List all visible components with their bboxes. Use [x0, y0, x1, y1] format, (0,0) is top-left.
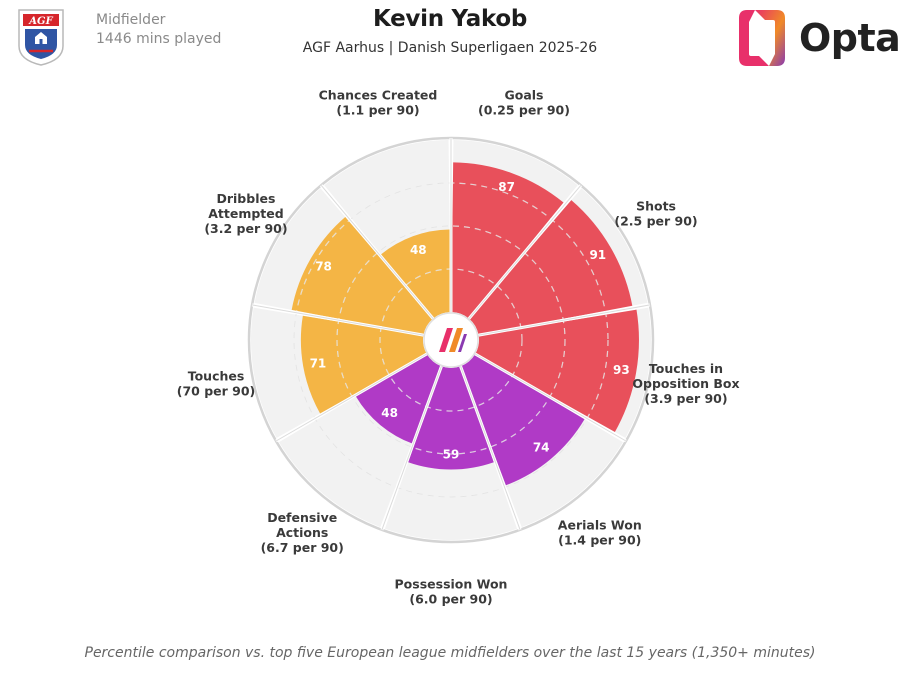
divider-line-inner [468, 184, 582, 319]
center-mark-stroke [458, 334, 467, 352]
value-label: 91 [589, 248, 606, 262]
axis-label-line: (3.9 per 90) [644, 391, 727, 406]
divider-line-inner [275, 353, 428, 442]
divider-line-inner [320, 184, 434, 319]
wedge-attacking [469, 200, 633, 335]
value-label: 48 [410, 243, 427, 257]
chart-axis-labels: Goals (0.25 per 90) Shots (2.5 per 90) Touch… [177, 88, 740, 607]
axis-label-line: Attempted [208, 206, 283, 221]
axis-label: Touches in Opposition Box (3.9 per 90) [632, 361, 739, 406]
footnote: Percentile comparison vs. top five Europ… [84, 645, 816, 661]
axis-label: Touches (70 per 90) [177, 368, 256, 398]
axis-label-line: (0.25 per 90) [478, 103, 570, 118]
axis-label-line: Opposition Box [632, 376, 739, 391]
divider-line-inner [474, 353, 627, 442]
value-label: 78 [315, 259, 332, 273]
axis-label-line: (1.4 per 90) [558, 533, 641, 548]
wedge-defending [460, 354, 585, 486]
value-label: 87 [498, 180, 515, 194]
crest-text: AGF [28, 16, 53, 27]
wedge-attacking [475, 309, 639, 432]
axis-label-line: Chances Created [319, 88, 438, 103]
chart-wedges [250, 140, 652, 541]
axis-label-line: (6.7 per 90) [261, 540, 344, 555]
axis-label: Aerials Won (1.4 per 90) [558, 518, 642, 548]
center-circle [423, 312, 479, 368]
axis-label: Goals (0.25 per 90) [478, 88, 570, 118]
value-label: 59 [443, 447, 460, 461]
axis-label-line: Aerials Won [558, 518, 642, 533]
player-position: Midfielder [96, 12, 166, 28]
page-title: Kevin Yakob [373, 6, 527, 32]
title-block: Kevin Yakob AGF Aarhus | Danish Superlig… [0, 6, 900, 56]
axis-label-line: Possession Won [395, 577, 508, 592]
wedge-possession [291, 217, 433, 335]
center-logo [423, 312, 479, 368]
chart-dividers [251, 138, 651, 531]
divider-line-inner [478, 304, 651, 336]
center-mark-stroke [449, 328, 463, 352]
axis-label-line: Goals [504, 88, 543, 103]
axis-label-line: Shots [636, 199, 676, 214]
opta-wordmark: Opta [799, 16, 900, 60]
axis-label-line: (3.2 per 90) [204, 221, 287, 236]
opta-logo: Opta [735, 8, 900, 68]
minutes-played: 1446 mins played [96, 31, 222, 47]
axis-label-line: (1.1 per 90) [336, 103, 419, 118]
divider-line-inner [381, 366, 442, 530]
header-left: AGF Midfielder 1446 mins played [16, 8, 221, 66]
axis-label: Shots (2.5 per 90) [614, 199, 697, 229]
reference-ring [336, 225, 566, 455]
wedge-possession [380, 229, 451, 319]
player-meta: Midfielder 1446 mins played [96, 11, 221, 49]
divider-line-inner [251, 304, 424, 336]
page-subtitle: AGF Aarhus | Danish Superligaen 2025-26 [302, 40, 598, 56]
axis-label-line: Touches in [649, 361, 723, 376]
axis-label: Defensive Actions (6.7 per 90) [261, 510, 344, 555]
axis-label-line: Defensive [267, 510, 337, 525]
opta-mark-icon [739, 10, 785, 66]
axis-label-line: Actions [276, 525, 328, 540]
divider-line-inner [460, 366, 521, 530]
wedge-defending [355, 354, 442, 444]
agf-crest-icon: AGF [18, 9, 64, 66]
wedge-possession [300, 315, 427, 414]
axis-label-line: Touches [188, 368, 245, 383]
center-mark-stroke [439, 328, 453, 352]
axis-label-line: Dribbles [216, 191, 275, 206]
axis-label-line: (70 per 90) [177, 383, 256, 398]
value-label: 93 [613, 363, 630, 377]
axis-label: Chances Created (1.1 per 90) [319, 88, 438, 118]
axis-label-line: (6.0 per 90) [409, 592, 492, 607]
value-label: 48 [381, 406, 398, 420]
chart-value-labels: 87 91 93 74 59 48 71 78 48 [310, 180, 630, 461]
value-label: 74 [533, 440, 550, 454]
wedge-defending [408, 366, 494, 470]
axis-label: Possession Won (6.0 per 90) [395, 577, 508, 607]
reference-ring-shadow [336, 225, 566, 455]
value-label: 71 [310, 356, 327, 370]
axis-label: Dribbles Attempted (3.2 per 90) [204, 191, 287, 236]
axis-label-line: (2.5 per 90) [614, 214, 697, 229]
